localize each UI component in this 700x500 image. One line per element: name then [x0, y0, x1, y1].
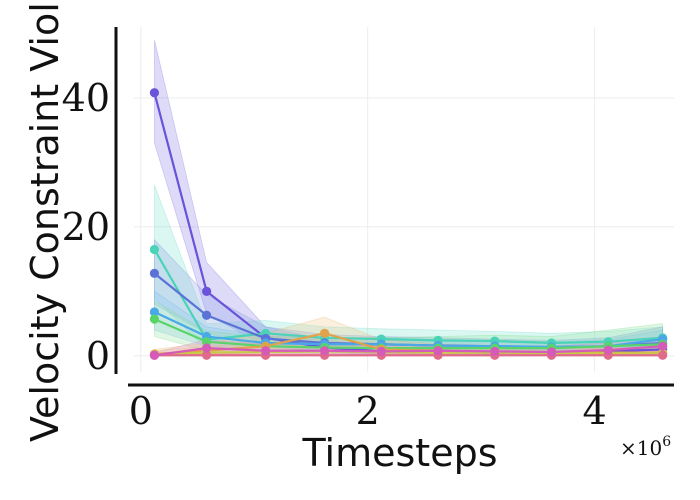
series-8-point-1 [202, 343, 212, 353]
series-4-point-0 [149, 314, 160, 324]
y-tick-label-0: 0 [86, 334, 110, 378]
series-4-line [153, 318, 663, 350]
series-8-point-9 [658, 341, 668, 351]
series-2-point-0 [149, 268, 160, 278]
series-4-point-1 [202, 337, 212, 347]
series-2-point-1 [202, 310, 212, 320]
series-0-point-1 [202, 286, 212, 296]
point-layer [149, 88, 668, 360]
x-tick-label-2: 4 [582, 389, 606, 433]
y-tick-label-1: 20 [62, 205, 110, 249]
series-8-point-0 [149, 350, 160, 360]
series-8-point-5 [433, 346, 443, 356]
series-7-point-1 [202, 350, 212, 360]
series-7-point-9 [658, 350, 668, 360]
series-8-point-6 [490, 346, 500, 356]
series-6-line [154, 350, 663, 356]
series-8-point-2 [260, 346, 271, 356]
x-axis-title: Timesteps [302, 431, 498, 475]
series-8-line [154, 345, 663, 357]
series-8-point-7 [546, 347, 557, 357]
series-3-point-0 [149, 307, 160, 317]
series-5-point-3 [319, 328, 330, 338]
series-1-line [153, 248, 663, 345]
series-1-point-0 [149, 244, 160, 255]
series-8-point-8 [603, 345, 613, 355]
line-layer [153, 92, 663, 357]
y-tick-label-2: 40 [62, 76, 110, 120]
series-8-point-4 [376, 346, 386, 356]
x-tick-label-1: 2 [356, 389, 380, 433]
series-0-point-0 [149, 88, 160, 98]
series-8-point-3 [319, 346, 330, 356]
x-tick-label-0: 0 [129, 389, 153, 433]
band-layer [154, 39, 664, 357]
x-multiplier-label: ×106 [620, 434, 671, 460]
y-axis-title: Velocity Constraint Violation [23, 0, 67, 442]
